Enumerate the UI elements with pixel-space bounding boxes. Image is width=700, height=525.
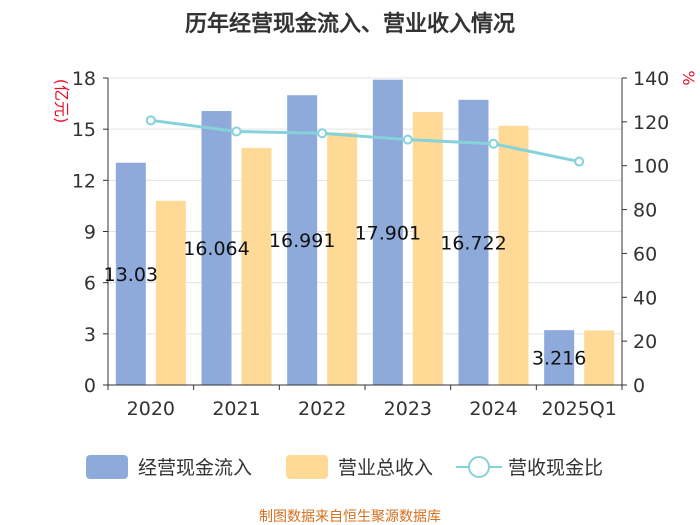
right-tick-label: 40 xyxy=(633,287,657,309)
cash-inflow-bar xyxy=(287,95,318,386)
right-tick-label: 100 xyxy=(633,156,669,178)
left-tick-label: 15 xyxy=(72,119,96,141)
right-tick-label: 0 xyxy=(633,375,645,397)
legend-label: 经营现金流入 xyxy=(138,457,252,479)
legend-label: 营业总收入 xyxy=(338,457,433,479)
cash-inflow-bar xyxy=(458,99,489,385)
x-tick-label: 2022 xyxy=(298,398,346,420)
revenue-bar xyxy=(241,147,272,385)
cash-inflow-bar xyxy=(372,79,403,385)
cash-inflow-bar xyxy=(544,330,575,385)
ratio-point xyxy=(317,128,328,139)
legend-swatch xyxy=(86,455,128,479)
revenue-bar xyxy=(155,200,186,385)
legend-swatch xyxy=(286,455,328,479)
left-tick-label: 12 xyxy=(72,170,96,192)
gridlines xyxy=(108,77,622,386)
right-tick-label: 140 xyxy=(633,68,669,90)
right-tick-label: 20 xyxy=(633,331,657,353)
right-tick-label: 120 xyxy=(633,112,669,134)
left-tick-label: 0 xyxy=(84,375,96,397)
legend-marker xyxy=(468,456,490,478)
left-axis-unit: (亿元) xyxy=(52,79,71,124)
x-tick-label: 2025Q1 xyxy=(541,398,616,420)
revenue-bar xyxy=(327,132,358,385)
right-tick-label: 80 xyxy=(633,200,657,222)
source-note: 制图数据来自恒生聚源数据库 xyxy=(259,509,441,525)
x-tick-label: 2024 xyxy=(469,398,517,420)
data-labels: 13.03 16.064 16.991 17.901 16.722 3.216 xyxy=(104,222,587,369)
legend-label: 营收现金比 xyxy=(508,457,603,479)
bar-data-label: 16.991 xyxy=(269,230,335,252)
revenue-bar xyxy=(584,330,615,385)
ratio-point xyxy=(402,134,413,145)
left-tick-label: 9 xyxy=(84,222,96,244)
bar-data-label: 3.216 xyxy=(532,348,586,370)
right-axis-unit: % xyxy=(679,70,698,85)
ratio-point xyxy=(574,156,585,167)
x-tick-label: 2021 xyxy=(212,398,260,420)
right-tick-label: 60 xyxy=(633,243,657,265)
cash-inflow-bar xyxy=(115,162,146,385)
left-tick-label: 6 xyxy=(84,273,96,295)
cash-inflow-bar xyxy=(201,111,232,385)
ratio-line xyxy=(145,115,585,167)
bar-data-label: 13.03 xyxy=(104,264,158,286)
bar-data-label: 17.901 xyxy=(355,222,421,244)
ratio-line-path xyxy=(150,118,580,164)
left-tick-label: 3 xyxy=(84,324,96,346)
ratio-point xyxy=(488,138,499,149)
axes: 0 3 6 9 12 15 18 0 20 40 60 80 100 120 140 2020 2021 2022… xyxy=(72,68,669,420)
x-tick-label: 2023 xyxy=(384,398,432,420)
chart-title: 历年经营现金流入、营业收入情况 xyxy=(185,11,515,37)
bar-data-label: 16.064 xyxy=(183,238,249,260)
legend: 经营现金流入 营业总收入 营收现金比 xyxy=(86,455,603,479)
ratio-point xyxy=(231,126,242,137)
revenue-bar xyxy=(412,112,443,385)
ratio-point xyxy=(145,115,156,126)
x-tick-label: 2020 xyxy=(127,398,175,420)
bar-data-label: 16.722 xyxy=(440,232,506,254)
bars xyxy=(115,79,615,386)
revenue-bar xyxy=(498,125,529,385)
left-tick-label: 18 xyxy=(72,68,96,90)
